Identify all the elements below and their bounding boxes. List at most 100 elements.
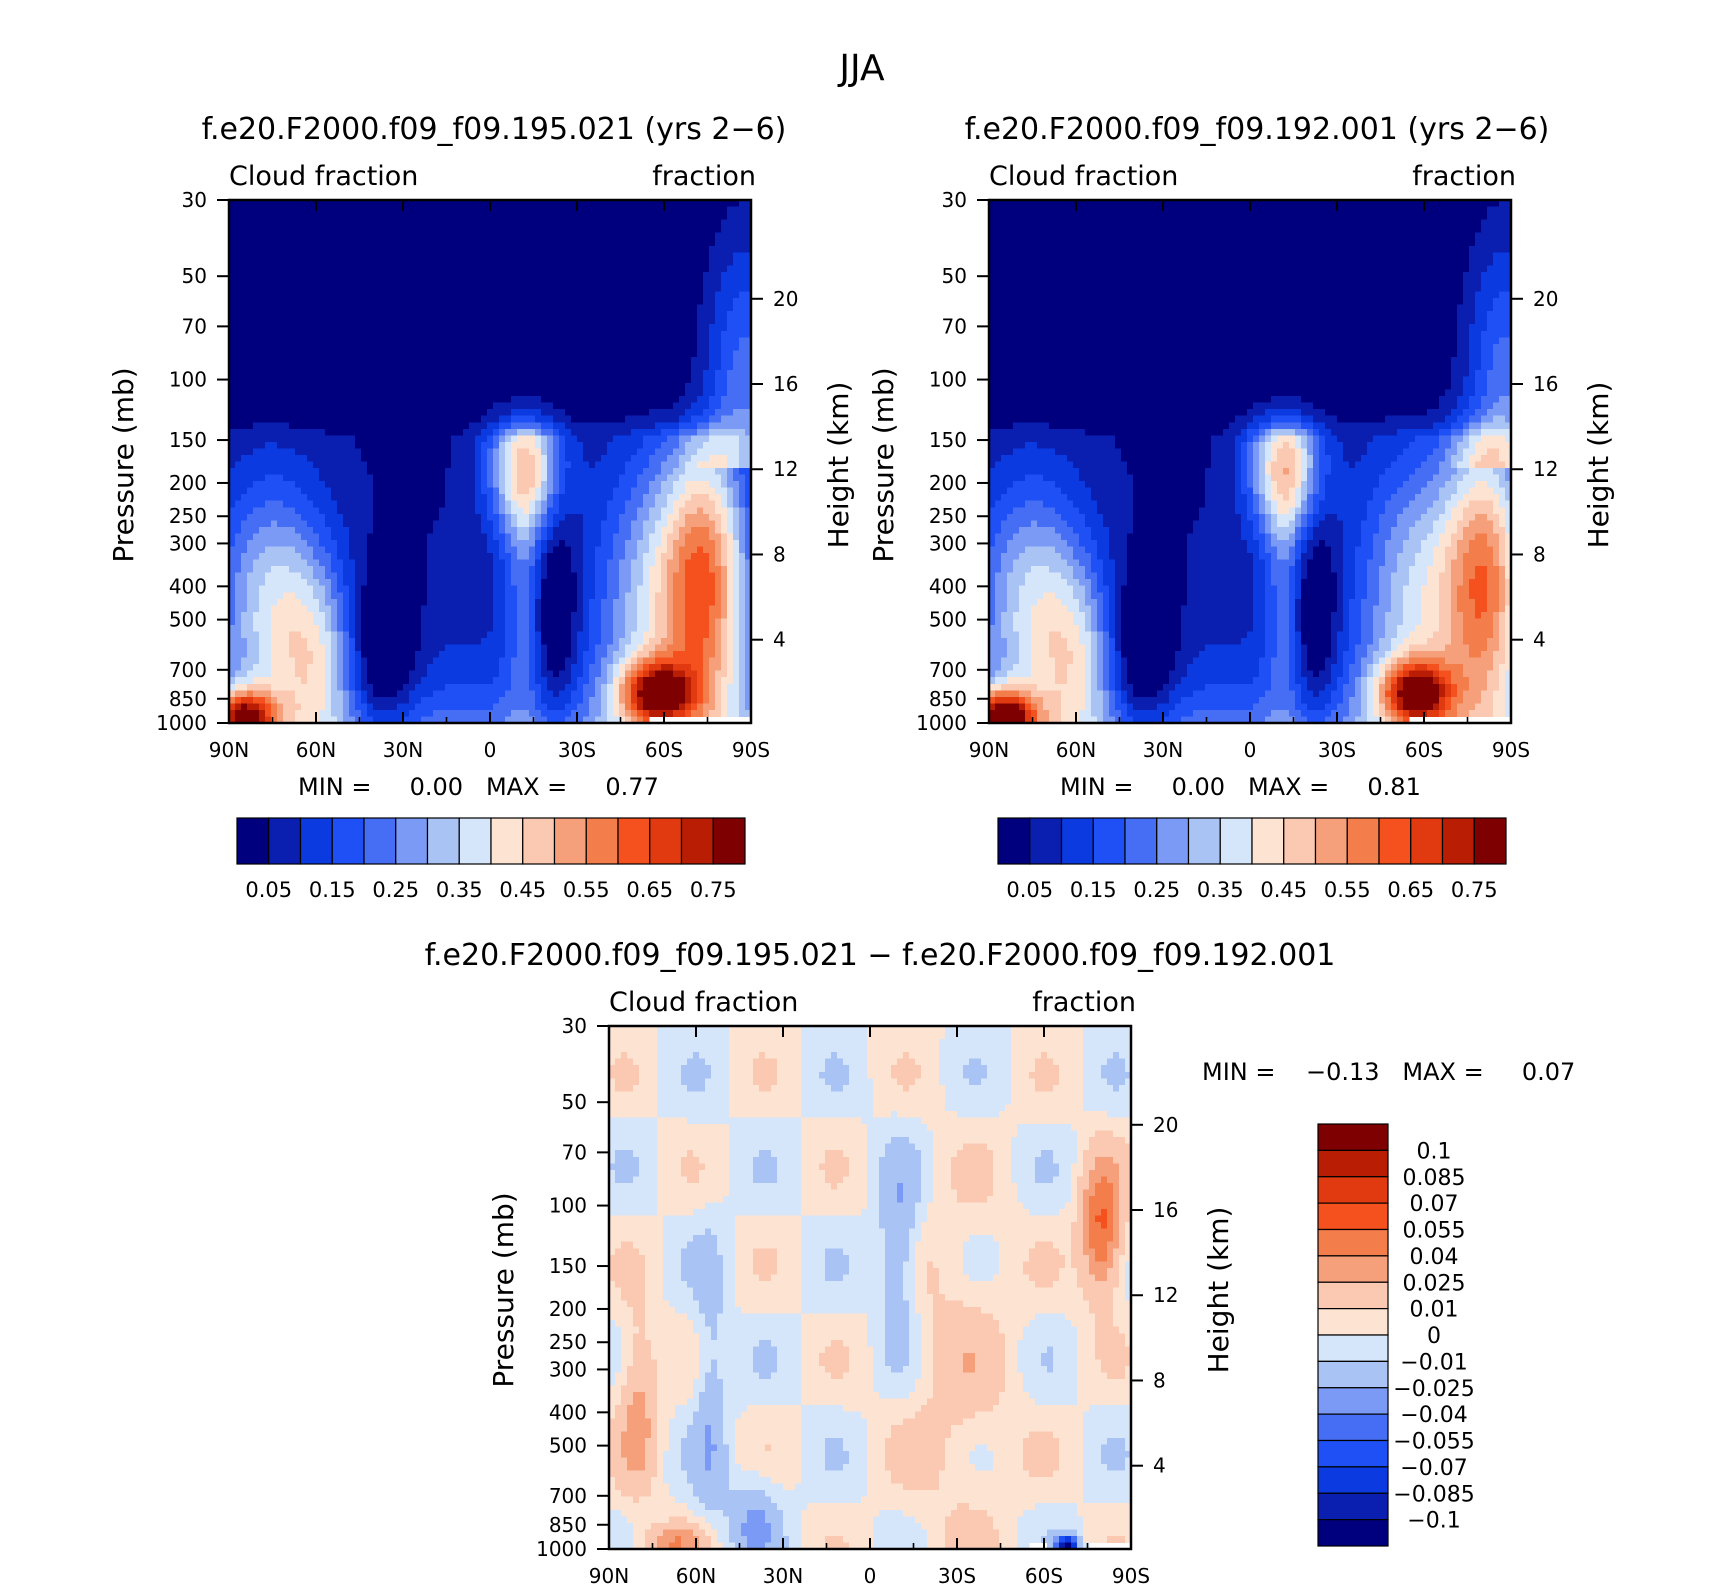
- field-cell: [283, 291, 290, 299]
- field-cell: [661, 539, 668, 548]
- field-cell: [637, 304, 644, 312]
- field-cell: [397, 383, 404, 391]
- field-cell: [409, 500, 416, 508]
- field-cell: [397, 213, 404, 221]
- field-cell: [331, 213, 338, 221]
- field-cell: [547, 337, 554, 345]
- field-cell: [325, 494, 332, 502]
- field-cell: [349, 284, 356, 293]
- field-cell: [265, 454, 272, 463]
- field-cell: [445, 389, 452, 397]
- field-cell: [577, 553, 584, 561]
- field-cell: [307, 369, 314, 378]
- field-cell: [499, 278, 506, 286]
- field-cell: [481, 468, 488, 476]
- field-cell: [235, 226, 242, 234]
- field-cell: [625, 448, 632, 456]
- field-cell: [637, 226, 644, 234]
- field-cell: [619, 526, 626, 535]
- field-cell: [661, 304, 668, 312]
- field-cell: [391, 278, 398, 286]
- field-cell: [319, 376, 326, 384]
- field-cell: [355, 350, 362, 358]
- field-cell: [433, 369, 440, 378]
- field-cell: [391, 402, 398, 410]
- field-cell: [313, 507, 320, 515]
- field-cell: [241, 526, 248, 535]
- field-cell: [325, 481, 332, 489]
- field-cell: [247, 284, 254, 293]
- field-cell: [379, 291, 386, 299]
- field-cell: [559, 559, 566, 567]
- field-cell: [391, 526, 398, 535]
- field-cell: [559, 402, 566, 410]
- field-cell: [493, 226, 500, 234]
- field-cell: [523, 219, 530, 227]
- field-cell: [523, 271, 530, 280]
- field-cell: [709, 298, 716, 306]
- field-cell: [325, 356, 332, 365]
- field-cell: [721, 559, 728, 567]
- field-cell: [283, 526, 290, 535]
- field-cell: [535, 474, 542, 482]
- field-cell: [433, 252, 440, 260]
- field-cell: [295, 284, 302, 293]
- field-cell: [463, 311, 470, 319]
- field-cell: [529, 343, 536, 351]
- field-cell: [439, 494, 446, 502]
- field-cell: [229, 350, 236, 358]
- field-cell: [457, 559, 464, 567]
- field-cell: [691, 526, 698, 535]
- field-cell: [559, 239, 566, 247]
- field-cell: [595, 428, 602, 436]
- field-cell: [667, 206, 674, 214]
- field-cell: [379, 513, 386, 521]
- field-cell: [727, 539, 734, 548]
- field-cell: [295, 428, 302, 436]
- field-cell: [445, 481, 452, 489]
- field-cell: [409, 304, 416, 312]
- field-cell: [595, 265, 602, 273]
- field-cell: [259, 213, 266, 221]
- field-cell: [529, 213, 536, 221]
- field-cell: [499, 481, 506, 489]
- field-cell: [547, 520, 554, 528]
- field-cell: [463, 317, 470, 325]
- field-cell: [613, 213, 620, 221]
- field-cell: [325, 330, 332, 338]
- field-cell: [685, 291, 692, 299]
- field-cell: [361, 330, 368, 338]
- field-cell: [625, 232, 632, 240]
- field-cell: [631, 330, 638, 338]
- field-cell: [433, 481, 440, 489]
- field-cell: [313, 428, 320, 436]
- field-cell: [577, 546, 584, 554]
- field-cell: [529, 461, 536, 469]
- field-cell: [331, 226, 338, 234]
- field-cell: [361, 487, 368, 495]
- field-cell: [415, 454, 422, 463]
- field-cell: [475, 487, 482, 495]
- field-cell: [391, 271, 398, 280]
- field-cell: [691, 415, 698, 423]
- field-cell: [535, 245, 542, 253]
- field-cell: [373, 350, 380, 358]
- field-cell: [727, 461, 734, 469]
- field-cell: [571, 330, 578, 338]
- field-cell: [637, 350, 644, 358]
- field-cell: [559, 441, 566, 450]
- field-cell: [625, 258, 632, 266]
- field-cell: [331, 206, 338, 214]
- field-cell: [247, 435, 254, 443]
- field-cell: [433, 206, 440, 214]
- field-cell: [259, 278, 266, 286]
- field-cell: [283, 422, 290, 430]
- field-cell: [565, 200, 572, 208]
- field-cell: [601, 533, 608, 541]
- field-cell: [259, 284, 266, 293]
- field-cell: [271, 507, 278, 515]
- field-cell: [679, 284, 686, 293]
- field-cell: [739, 284, 746, 293]
- field-cell: [613, 533, 620, 541]
- field-cell: [271, 278, 278, 286]
